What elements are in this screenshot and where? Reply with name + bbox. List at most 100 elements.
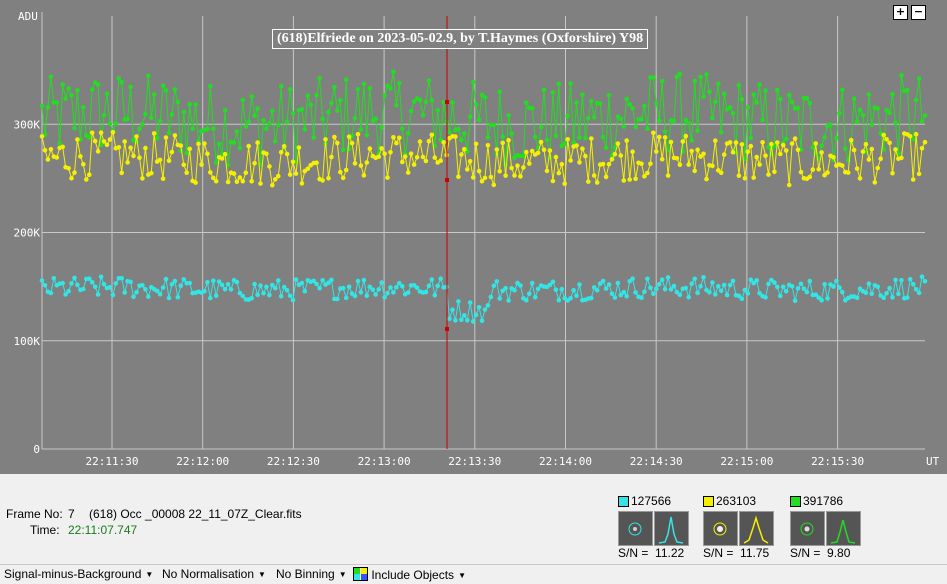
data-point [482, 175, 488, 181]
data-point [63, 292, 68, 297]
data-point [760, 117, 765, 123]
data-point [521, 153, 526, 159]
data-point [326, 280, 331, 286]
data-point [459, 137, 464, 143]
data-point [639, 116, 644, 122]
data-point [87, 135, 92, 140]
y-axis-title: ADU [18, 10, 38, 23]
data-point [338, 98, 343, 103]
zoom-in-button[interactable]: + [893, 5, 908, 20]
data-point [807, 174, 813, 180]
data-point [524, 100, 529, 106]
data-point [881, 147, 886, 152]
data-point [869, 122, 875, 127]
star-image-thumbnail[interactable] [703, 511, 738, 546]
data-point [467, 300, 473, 305]
star-psf-thumbnail[interactable] [826, 511, 861, 546]
data-point [423, 289, 429, 295]
x-axis-title: UT [926, 455, 940, 468]
data-point [857, 176, 863, 181]
data-point [603, 286, 609, 291]
data-point [278, 293, 284, 299]
data-point [234, 279, 240, 285]
include-objects-dropdown[interactable]: Include Objects ▼ [353, 567, 466, 582]
light-curve-plot[interactable]: 0 100K 200K 300K ADU UT 22:11:30 22:12:00 22:12:… [0, 0, 947, 474]
data-point [391, 135, 396, 140]
data-point [473, 141, 479, 147]
normalisation-label: No Normalisation [162, 567, 255, 581]
data-point [571, 288, 576, 293]
data-point [677, 292, 683, 298]
data-point [352, 161, 358, 166]
chevron-down-icon: ▼ [258, 570, 266, 580]
data-point [382, 295, 387, 300]
data-point [314, 93, 319, 98]
data-point [603, 145, 609, 150]
data-point [72, 125, 77, 131]
normalisation-dropdown[interactable]: No Normalisation ▼ [162, 567, 266, 581]
data-point [866, 281, 872, 287]
data-point [754, 100, 759, 105]
data-point [668, 287, 674, 292]
data-point [414, 285, 420, 291]
data-point [778, 151, 783, 157]
data-point [151, 92, 157, 97]
data-point [320, 116, 325, 122]
zoom-out-button[interactable]: − [911, 5, 926, 20]
data-point [789, 284, 795, 289]
data-point [267, 164, 272, 169]
data-point [187, 146, 192, 152]
x-tick-label: 22:15:00 [720, 455, 773, 468]
data-point [795, 105, 801, 111]
star-image-thumbnail[interactable] [790, 511, 825, 546]
data-point [134, 134, 139, 139]
data-point [532, 134, 538, 140]
data-point [512, 173, 517, 178]
data-point [730, 111, 736, 116]
star-psf-thumbnail[interactable] [654, 511, 689, 546]
data-point [704, 72, 709, 77]
star-id: 391786 [803, 494, 844, 508]
data-point [529, 148, 535, 154]
star-psf-thumbnail[interactable] [739, 511, 774, 546]
data-point [187, 102, 192, 107]
data-point [249, 179, 254, 184]
data-point [645, 170, 650, 176]
data-point [63, 96, 68, 101]
data-point [101, 139, 107, 144]
data-point [730, 278, 736, 284]
data-point [249, 94, 254, 99]
data-point [178, 143, 184, 148]
data-point [255, 140, 260, 145]
data-point [335, 296, 340, 302]
data-point [267, 292, 272, 298]
data-point [317, 285, 322, 291]
data-point [193, 180, 198, 185]
star-image-thumbnail[interactable] [618, 511, 653, 546]
data-point [273, 285, 278, 291]
data-point [394, 284, 399, 290]
data-point [299, 181, 305, 186]
data-point [72, 170, 77, 175]
data-point [586, 179, 591, 184]
data-point [320, 278, 325, 283]
data-point [231, 171, 237, 176]
data-point [311, 278, 317, 284]
data-point [243, 124, 249, 129]
binning-dropdown[interactable]: No Binning ▼ [276, 567, 347, 581]
data-point [769, 141, 774, 147]
data-point [845, 170, 851, 175]
signal-method-dropdown[interactable]: Signal-minus-Background ▼ [4, 567, 153, 581]
data-point [234, 129, 240, 134]
data-point [402, 154, 408, 159]
data-point [831, 155, 836, 160]
data-point [411, 99, 417, 104]
data-point [119, 170, 124, 176]
data-point [553, 133, 559, 139]
data-point [157, 119, 163, 124]
data-point [778, 97, 783, 102]
data-point [698, 74, 703, 80]
data-point [326, 175, 331, 181]
data-point [281, 144, 287, 149]
data-point [606, 282, 612, 287]
